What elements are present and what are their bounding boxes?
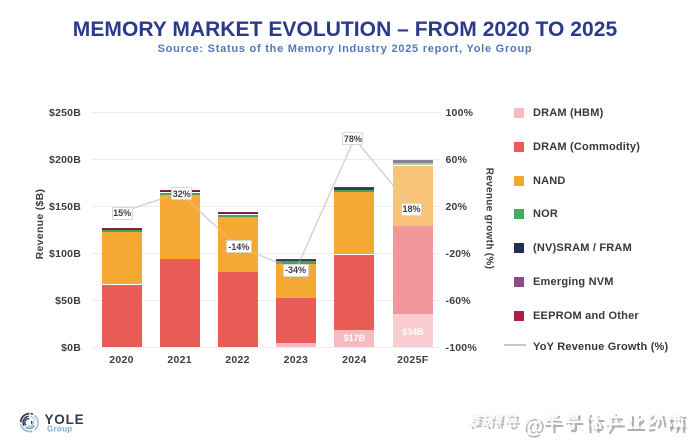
svg-text:@: @ bbox=[522, 415, 542, 438]
svg-text:Group: Group bbox=[47, 425, 73, 434]
svg-text:@: @ bbox=[525, 417, 545, 440]
svg-text:YOLE: YOLE bbox=[45, 412, 85, 427]
